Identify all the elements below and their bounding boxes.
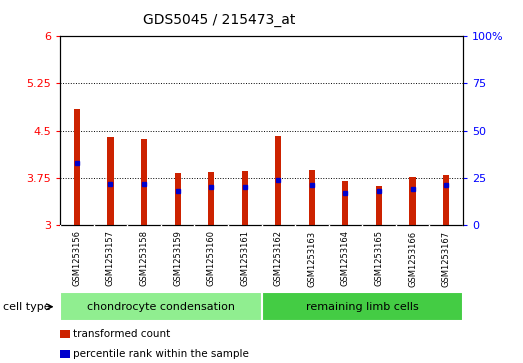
Text: GSM1253156: GSM1253156 bbox=[72, 231, 82, 286]
Text: GSM1253160: GSM1253160 bbox=[207, 231, 215, 286]
Text: GSM1253167: GSM1253167 bbox=[441, 231, 451, 286]
Bar bbox=[175, 174, 180, 225]
Text: percentile rank within the sample: percentile rank within the sample bbox=[73, 348, 249, 359]
Text: cell type: cell type bbox=[3, 302, 50, 312]
Bar bbox=[262, 292, 463, 321]
Text: GSM1253165: GSM1253165 bbox=[374, 231, 383, 286]
Text: GSM1253166: GSM1253166 bbox=[408, 231, 417, 286]
Text: GSM1253157: GSM1253157 bbox=[106, 231, 115, 286]
Text: GSM1253161: GSM1253161 bbox=[240, 231, 249, 286]
Bar bbox=[208, 172, 214, 225]
Text: GSM1253162: GSM1253162 bbox=[274, 231, 283, 286]
Bar bbox=[107, 137, 113, 225]
Text: remaining limb cells: remaining limb cells bbox=[306, 302, 418, 312]
Bar bbox=[242, 171, 248, 225]
Bar bbox=[60, 292, 262, 321]
Text: GSM1253159: GSM1253159 bbox=[173, 231, 182, 286]
Text: GSM1253163: GSM1253163 bbox=[308, 231, 316, 286]
Bar bbox=[443, 175, 449, 225]
Text: transformed count: transformed count bbox=[73, 329, 170, 339]
Bar bbox=[410, 177, 416, 225]
Bar bbox=[275, 136, 281, 225]
Bar bbox=[343, 181, 348, 225]
Text: GDS5045 / 215473_at: GDS5045 / 215473_at bbox=[143, 13, 296, 27]
Bar bbox=[376, 186, 382, 225]
Bar bbox=[141, 139, 147, 225]
Bar bbox=[74, 109, 80, 225]
Text: GSM1253158: GSM1253158 bbox=[140, 231, 149, 286]
Text: GSM1253164: GSM1253164 bbox=[341, 231, 350, 286]
Bar bbox=[309, 170, 315, 225]
Text: chondrocyte condensation: chondrocyte condensation bbox=[87, 302, 235, 312]
